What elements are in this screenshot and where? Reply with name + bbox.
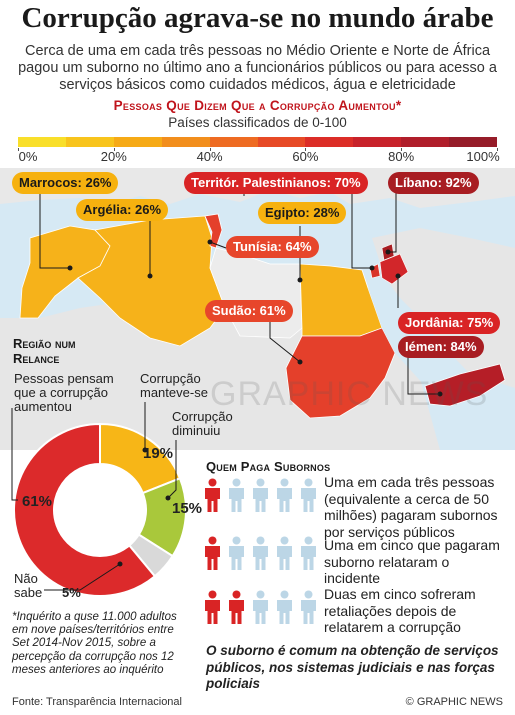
label-same: Corrupção manteve-se (140, 371, 208, 400)
scale-segment (18, 137, 66, 147)
scale-tick-label: 60% (292, 149, 319, 164)
scale-tick (305, 148, 307, 151)
scale-tick (497, 148, 498, 151)
person-icon (205, 590, 220, 624)
scale-tick-label: 0% (18, 149, 38, 164)
sudan-shape (285, 327, 396, 419)
person-icon (277, 536, 292, 570)
person-icon (253, 478, 268, 512)
leader-dots (67, 239, 443, 397)
source: Fonte: Transparência Internacional (12, 696, 182, 708)
person-icon (301, 590, 316, 624)
scale-segment (65, 137, 114, 147)
callout-morocco: Marrocos: 26% (12, 172, 119, 194)
jordan-shape (379, 253, 409, 285)
row-text-2: Uma em cinco que pagaram suborno relatar… (324, 537, 500, 586)
scale-segment (401, 137, 450, 147)
person-icon (229, 478, 244, 512)
page-title: Corrupção agrava-se no mundo árabe (21, 2, 494, 34)
scale-tick (401, 148, 403, 151)
scale-tick (209, 148, 211, 151)
people-row-2 (202, 536, 319, 570)
scale-subtitle: Países classificados de 0-100 (168, 115, 347, 130)
scale-segment (161, 137, 210, 147)
scale-segment (353, 137, 402, 147)
color-scale-bar (18, 137, 498, 147)
pct-unknown: 5% (62, 585, 81, 600)
scale-title: Pessoas Que Dizem Que a Corrupção Aument… (113, 98, 402, 113)
callout-tunisia: Tunísia: 64% (226, 236, 319, 258)
algeria-shape (77, 215, 226, 347)
people-row-1 (202, 478, 319, 512)
person-icon (277, 478, 292, 512)
person-icon (229, 536, 244, 570)
callout-sudan: Sudão: 61% (205, 300, 293, 322)
callout-jordan: Jordânia: 75% (398, 312, 501, 334)
footnote: *Inquérito a quse 11.000 adultos em nove… (12, 611, 177, 676)
scale-tick-label: 80% (388, 149, 415, 164)
scale-segment (209, 137, 258, 147)
scale-tick-label: 100% (466, 149, 500, 164)
closing-statement: O suborno é comum na obtenção de serviço… (206, 643, 499, 691)
scale-tick-label: 40% (196, 149, 223, 164)
donut-chart (13, 422, 187, 597)
scale-tick (113, 148, 115, 151)
callout-lebanon: Líbano: 92% (388, 172, 479, 194)
scale-segment (257, 137, 306, 147)
pct-increased: 61% (22, 493, 53, 510)
label-decreased: Corrupção diminuiu (172, 409, 233, 438)
person-icon (253, 536, 268, 570)
person-icon (301, 536, 316, 570)
watermark: GRAPHIC NEWS (210, 375, 489, 413)
label-increased: Pessoas pensam que a corrupção aumentou (14, 371, 114, 414)
callout-palestinian-territories: Territór. Palestinianos: 70% (184, 172, 368, 194)
region-title: Região num Relance (13, 336, 76, 366)
people-row-3 (202, 590, 319, 624)
person-icon (229, 590, 244, 624)
leader-lines (39, 190, 440, 395)
person-icon (253, 590, 268, 624)
person-icon (277, 590, 292, 624)
scale-tick (18, 148, 19, 151)
pct-decreased: 15% (172, 500, 203, 517)
callout-algeria: Argélia: 26% (76, 199, 169, 221)
red-sea (368, 288, 430, 386)
person-icon (205, 536, 220, 570)
subtitle: Cerca de uma em cada três pessoas no Méd… (18, 43, 497, 93)
person-icon (301, 478, 316, 512)
pct-same: 19% (143, 445, 174, 462)
callout-egypt: Egipto: 28% (258, 202, 347, 224)
label-unknown: Não sabe (14, 571, 43, 600)
scale-segment (449, 137, 498, 147)
row-text-1: Uma em cada três pessoas (equivalente a … (324, 474, 498, 540)
credit: © GRAPHIC NEWS (405, 696, 503, 708)
yemen-shape (424, 363, 506, 407)
morocco-shape (19, 225, 111, 319)
scale-segment (113, 137, 162, 147)
callout-yemen: Iémen: 84% (398, 336, 484, 358)
who-pays-title: Quem Paga Subornos (206, 459, 331, 474)
scale-tick-label: 20% (100, 149, 127, 164)
row-text-3: Duas em cinco sofreram retaliações depoi… (324, 586, 476, 635)
scale-segment (305, 137, 354, 147)
person-icon (205, 478, 220, 512)
